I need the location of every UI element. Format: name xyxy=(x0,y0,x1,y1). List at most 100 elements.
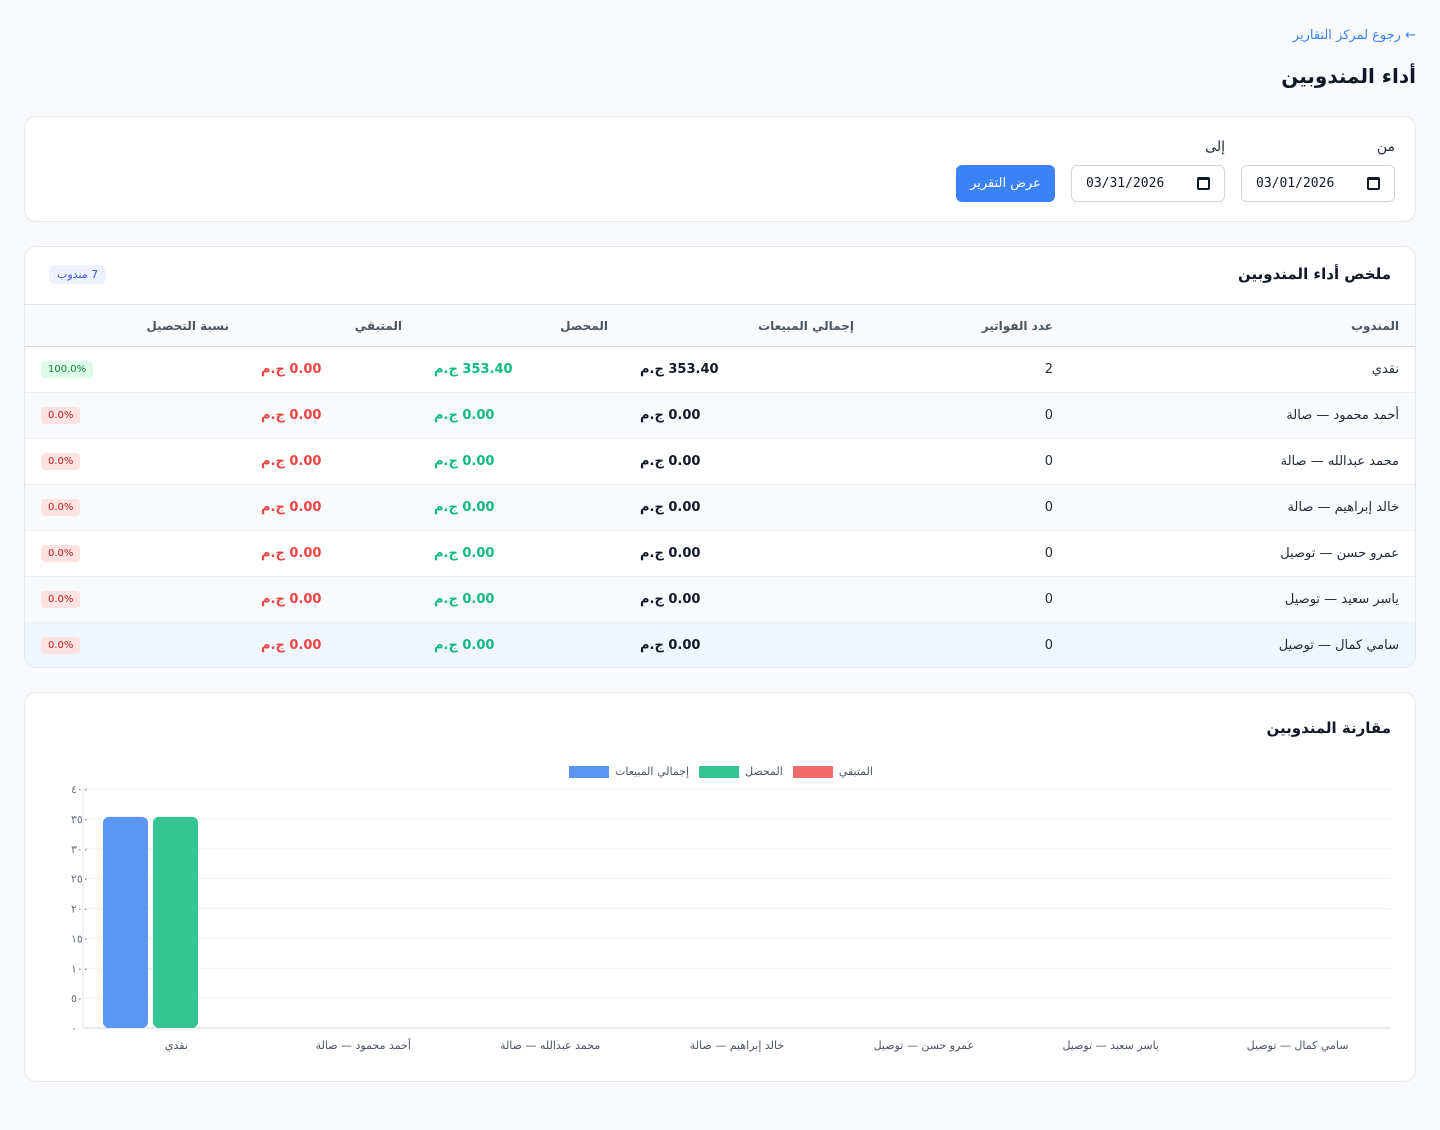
chart-card: مقارنة المندوبين المتبقي المحصل إجمالي ا… xyxy=(24,692,1416,1082)
collection-rate-badge: 0.0% xyxy=(41,499,81,516)
bar-paid xyxy=(153,816,198,1028)
y-tick-label: ٥٠ xyxy=(71,992,83,1005)
table-row: سامي كمال — توصيل 0 0.00 ج.م 0.00 ج.م 0.… xyxy=(25,622,1415,667)
back-to-reports-link[interactable]: ← رجوع لمركز التقارير xyxy=(1292,28,1416,43)
invoice-count: 0 xyxy=(870,392,1069,439)
sales-total: 353.40 ج.م xyxy=(624,346,870,393)
sales-total: 0.00 ج.م xyxy=(624,392,870,439)
column-header-rep: المندوب xyxy=(1069,304,1415,347)
from-date-value: 03/01/2026 xyxy=(1256,176,1335,191)
rep-name: عمرو حسن — توصيل xyxy=(1069,530,1415,577)
calendar-icon[interactable] xyxy=(1367,177,1380,190)
paid-amount: 0.00 ج.م xyxy=(418,392,624,439)
invoice-count: 0 xyxy=(870,622,1069,667)
legend-label-sales: إجمالي المبيعات xyxy=(615,765,690,778)
table-row: أحمد محمود — صالة 0 0.00 ج.م 0.00 ج.م 0.… xyxy=(25,392,1415,439)
column-header-rate: نسبة التحصيل xyxy=(25,304,245,347)
legend-swatch-sales xyxy=(569,765,610,778)
rep-name: ياسر سعيد — توصيل xyxy=(1069,576,1415,623)
table-row: خالد إبراهيم — صالة 0 0.00 ج.م 0.00 ج.م … xyxy=(25,484,1415,531)
y-tick-label: ٣٥٠ xyxy=(71,813,89,826)
remaining-amount: 0.00 ج.م xyxy=(245,346,418,393)
summary-card: ملخص أداء المندوبين 7 مندوب المندوب عدد … xyxy=(24,246,1416,668)
remaining-amount: 0.00 ج.م xyxy=(245,530,418,577)
column-header-invoices: عدد الفواتير xyxy=(870,304,1069,347)
bar-sales xyxy=(103,816,148,1028)
x-tick-label: خالد إبراهيم — صالة xyxy=(690,1039,784,1052)
remaining-amount: 0.00 ج.م xyxy=(245,484,418,531)
collection-rate-badge: 0.0% xyxy=(41,545,81,562)
from-date-input[interactable]: 03/01/2026 xyxy=(1241,165,1395,202)
rep-name: أحمد محمود — صالة xyxy=(1069,392,1415,439)
x-tick-label: أحمد محمود — صالة xyxy=(316,1038,411,1052)
collection-rate-badge: 0.0% xyxy=(41,407,81,424)
remaining-amount: 0.00 ج.م xyxy=(245,622,418,667)
legend-label-paid: المحصل xyxy=(745,765,783,778)
count-badge: 7 مندوب xyxy=(49,265,107,284)
paid-amount: 0.00 ج.م xyxy=(418,622,624,667)
table-row: عمرو حسن — توصيل 0 0.00 ج.م 0.00 ج.م 0.0… xyxy=(25,530,1415,577)
legend-swatch-remaining xyxy=(792,765,833,778)
x-tick-label: ياسر سعيد — توصيل xyxy=(1062,1039,1159,1052)
sales-total: 0.00 ج.م xyxy=(624,622,870,667)
legend-item-paid[interactable]: المحصل xyxy=(699,765,783,778)
invoice-count: 2 xyxy=(870,346,1069,393)
summary-table-body: نقدي 2 353.40 ج.م 353.40 ج.م 0.00 ج.م 10… xyxy=(25,346,1415,667)
y-tick-label: ٣٠٠ xyxy=(71,843,89,856)
rep-name: محمد عبدالله — صالة xyxy=(1069,438,1415,485)
x-tick-label: سامي كمال — توصيل xyxy=(1247,1039,1349,1052)
invoice-count: 0 xyxy=(870,576,1069,623)
remaining-amount: 0.00 ج.م xyxy=(245,576,418,623)
y-tick-label: ١٥٠ xyxy=(71,932,89,945)
legend-swatch-paid xyxy=(699,765,740,778)
table-row: نقدي 2 353.40 ج.م 353.40 ج.م 0.00 ج.م 10… xyxy=(25,346,1415,393)
collection-rate-badge: 0.0% xyxy=(41,591,81,608)
x-tick-label: محمد عبدالله — صالة xyxy=(500,1039,600,1052)
chart-title: مقارنة المندوبين xyxy=(1266,719,1392,737)
calendar-icon[interactable] xyxy=(1197,177,1210,190)
y-tick-label: ٢٠٠ xyxy=(71,903,89,916)
invoice-count: 0 xyxy=(870,438,1069,485)
y-tick-label: ١٠٠ xyxy=(71,962,89,975)
table-row: ياسر سعيد — توصيل 0 0.00 ج.م 0.00 ج.م 0.… xyxy=(25,576,1415,623)
chart-legend: المتبقي المحصل إجمالي المبيعات xyxy=(25,765,1417,778)
x-tick-label: نقدي xyxy=(165,1039,188,1052)
remaining-amount: 0.00 ج.م xyxy=(245,438,418,485)
to-label: إلى xyxy=(1205,139,1225,155)
collection-rate-badge: 100.0% xyxy=(41,361,94,378)
paid-amount: 0.00 ج.م xyxy=(418,438,624,485)
to-date-input[interactable]: 03/31/2026 xyxy=(1071,165,1225,202)
chart-canvas: ٠ ٥٠ ١٠٠ ١٥٠ ٢٠٠ ٢٥٠ ٣٠٠ ٣٥٠ ٤٠٠ نقدي أحمد محمود —… xyxy=(71,783,1391,1052)
table-row: محمد عبدالله — صالة 0 0.00 ج.م 0.00 ج.م … xyxy=(25,438,1415,485)
column-header-remaining: المتبقي xyxy=(245,304,418,347)
x-tick-label: عمرو حسن — توصيل xyxy=(874,1039,975,1052)
sales-total: 0.00 ج.م xyxy=(624,576,870,623)
paid-amount: 0.00 ج.م xyxy=(418,484,624,531)
filter-card: من إلى 03/01/2026 03/31/2026 عرض التقرير xyxy=(24,116,1416,222)
summary-title: ملخص أداء المندوبين xyxy=(1238,265,1391,283)
paid-amount: 0.00 ج.م xyxy=(418,576,624,623)
to-date-value: 03/31/2026 xyxy=(1086,176,1165,191)
from-label: من xyxy=(1376,139,1395,155)
rep-name: خالد إبراهيم — صالة xyxy=(1069,484,1415,531)
rep-name: نقدي xyxy=(1069,346,1415,393)
sales-total: 0.00 ج.م xyxy=(624,438,870,485)
sales-total: 0.00 ج.م xyxy=(624,484,870,531)
remaining-amount: 0.00 ج.م xyxy=(245,392,418,439)
column-header-sales: إجمالي المبيعات xyxy=(624,304,870,347)
legend-item-sales[interactable]: إجمالي المبيعات xyxy=(569,765,689,778)
invoice-count: 0 xyxy=(870,530,1069,577)
rep-name: سامي كمال — توصيل xyxy=(1069,622,1415,667)
y-tick-label: ٢٥٠ xyxy=(71,873,89,886)
paid-amount: 0.00 ج.م xyxy=(418,530,624,577)
collection-rate-badge: 0.0% xyxy=(41,453,81,470)
show-report-button[interactable]: عرض التقرير xyxy=(956,165,1055,202)
paid-amount: 353.40 ج.م xyxy=(418,346,624,393)
y-tick-label: ٤٠٠ xyxy=(71,783,89,796)
table-header-row: المندوب عدد الفواتير إجمالي المبيعات الم… xyxy=(25,304,1415,347)
invoice-count: 0 xyxy=(870,484,1069,531)
column-header-paid: المحصل xyxy=(418,304,624,347)
legend-item-remaining[interactable]: المتبقي xyxy=(792,765,873,778)
summary-table: المندوب عدد الفواتير إجمالي المبيعات الم… xyxy=(25,304,1415,667)
